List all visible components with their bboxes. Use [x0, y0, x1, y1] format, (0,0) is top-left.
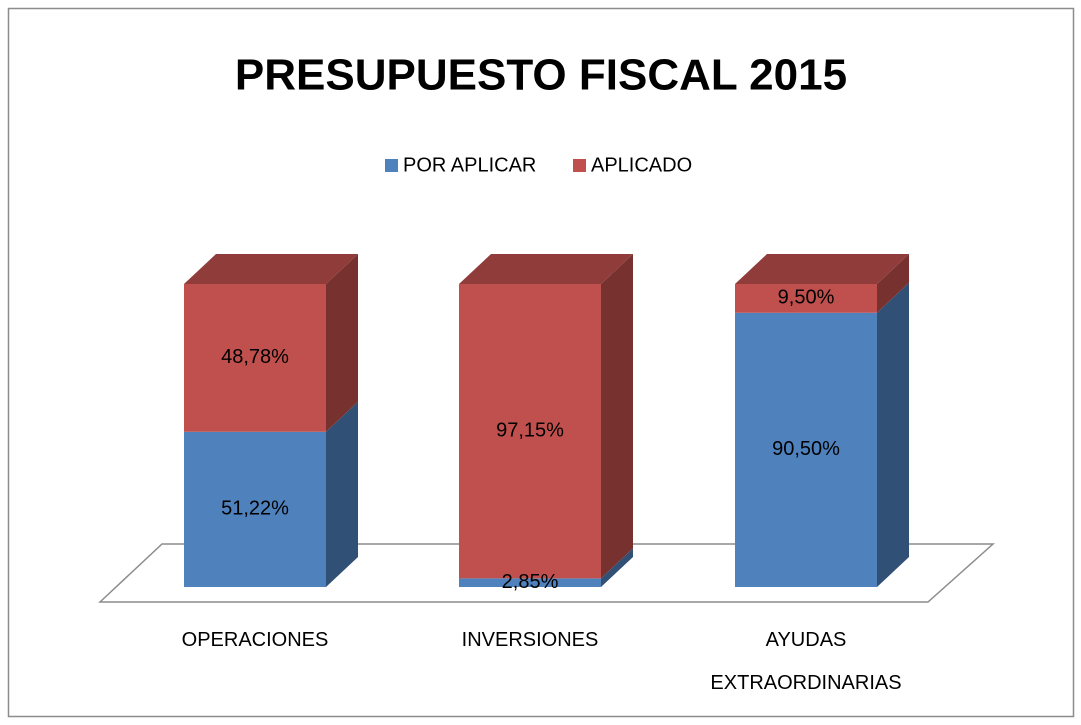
bar-top [459, 254, 633, 284]
bar [459, 284, 601, 579]
bar-side [326, 254, 358, 432]
bar [184, 431, 326, 587]
data-label: 9,50% [778, 287, 835, 309]
x-tick-label: OPERACIONES [181, 629, 329, 651]
bar-top [184, 254, 358, 284]
bar [459, 578, 601, 587]
chart-title: PRESUPUESTO FISCAL 2015 [235, 51, 847, 100]
data-label: 97,15% [496, 419, 564, 441]
legend-label: APLICADO [591, 154, 692, 176]
bar-side [877, 254, 909, 313]
bar-side [326, 401, 358, 587]
bar [184, 284, 326, 432]
legend-label: POR APLICAR [403, 154, 536, 176]
x-tick-label: AYUDAS EXTRAORDINARIAS [710, 629, 902, 694]
legend-swatch [573, 159, 586, 172]
bar-side [601, 254, 633, 579]
bar-side [877, 282, 909, 587]
data-label: 51,22% [221, 498, 289, 520]
bar-top [735, 254, 909, 284]
data-label: 2,85% [502, 571, 559, 593]
bar [735, 312, 877, 587]
bar-side [601, 548, 633, 587]
bar [735, 284, 877, 313]
legend-swatch [385, 159, 398, 172]
data-label: 48,78% [221, 346, 289, 368]
data-label: 90,50% [772, 438, 840, 460]
x-tick-label: INVERSIONES [461, 629, 599, 651]
